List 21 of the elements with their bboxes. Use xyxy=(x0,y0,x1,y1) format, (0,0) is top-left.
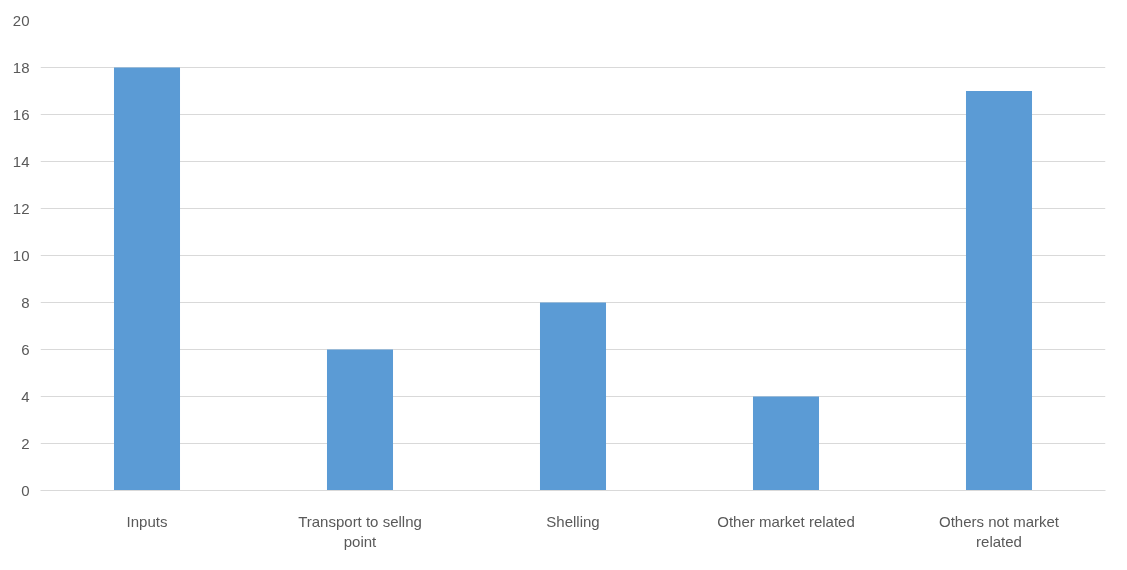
y-tick-label: 2 xyxy=(21,434,30,452)
bar xyxy=(752,396,820,491)
y-tick-label: 16 xyxy=(12,105,30,123)
y-tick-label: 4 xyxy=(21,387,30,405)
bar xyxy=(539,302,607,491)
y-tick-label: 10 xyxy=(12,246,30,264)
y-tick-label: 18 xyxy=(12,58,30,76)
y-tick-label: 12 xyxy=(12,199,30,217)
x-tick-label: Transport to sellng point xyxy=(298,512,422,550)
bar xyxy=(965,91,1033,491)
x-tick-label: Shelling xyxy=(546,512,600,530)
x-tick-label: Inputs xyxy=(126,512,168,530)
bar xyxy=(113,67,181,491)
y-tick-label: 6 xyxy=(21,340,30,358)
x-tick-label: Other market related xyxy=(717,512,855,530)
x-tick-label: Others not market related xyxy=(938,512,1060,550)
y-tick-label: 14 xyxy=(12,152,30,170)
bar xyxy=(326,349,394,491)
y-tick-label: 0 xyxy=(21,481,30,499)
y-tick-label: 20 xyxy=(12,11,30,29)
y-tick-label: 8 xyxy=(21,293,30,311)
